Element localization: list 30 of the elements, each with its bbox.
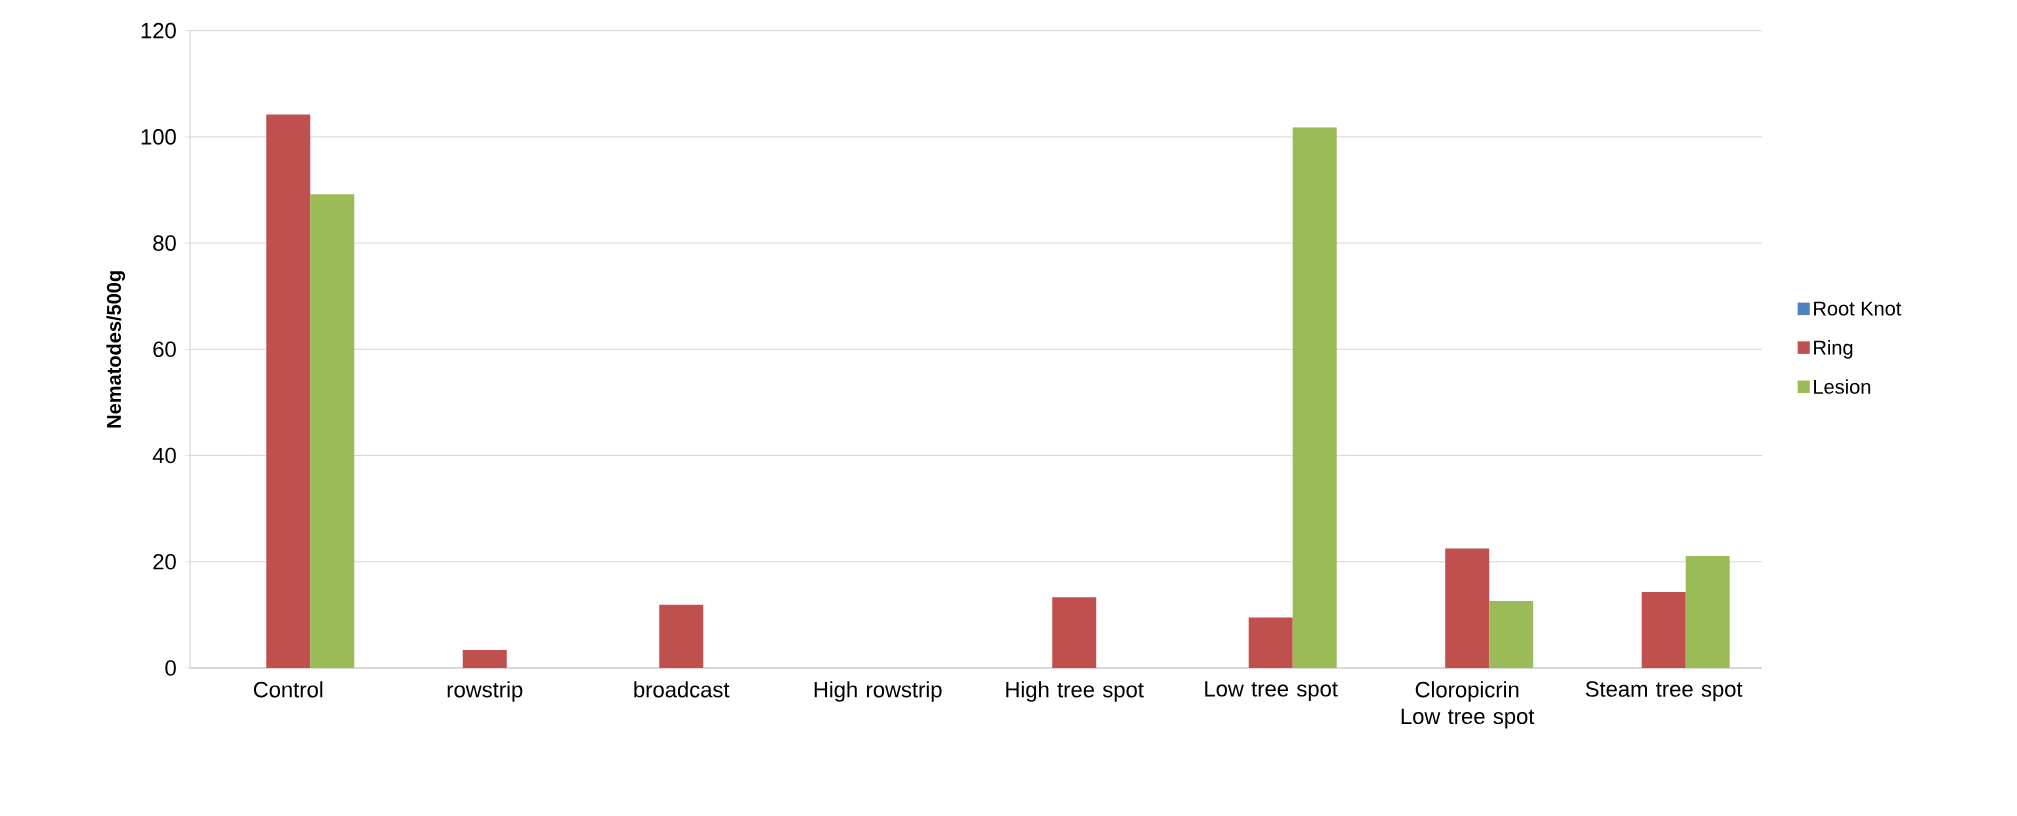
x-tick-label: Low tree spot	[1205, 681, 1338, 701]
bar	[266, 114, 311, 668]
y-tick-label: 120	[141, 22, 176, 39]
bar	[462, 649, 507, 668]
x-tick-label: rowstrip	[447, 681, 523, 702]
x-tick-label: High rowstrip	[814, 681, 942, 702]
x-tick-label: Steam tree spot	[1585, 681, 1743, 702]
bar	[1292, 127, 1337, 668]
y-axis-title: Nematodes/500g	[106, 271, 126, 428]
legend-label: Root Knot	[1814, 301, 1902, 316]
bar	[1685, 555, 1730, 668]
y-tick-label: 60	[153, 341, 176, 358]
bar	[1641, 592, 1686, 668]
x-tick-label: Cloropicrin Low tree spot	[1401, 681, 1535, 729]
x-tick-label: Control	[253, 681, 323, 698]
bar	[659, 604, 704, 668]
bar	[1489, 601, 1534, 668]
x-tick-label: High tree spot	[1006, 681, 1144, 702]
y-tick-label: 100	[141, 129, 176, 145]
bar	[1052, 597, 1097, 668]
bar	[1445, 548, 1490, 668]
legend-label: Lesion	[1814, 379, 1871, 394]
bar	[1248, 617, 1293, 668]
legend-label: Ring	[1814, 340, 1853, 359]
y-tick-label: 20	[153, 553, 176, 570]
y-tick-label: 0	[165, 660, 176, 676]
y-tick-label: 40	[152, 447, 176, 464]
x-tick-label: broadcast	[634, 681, 730, 698]
bar	[310, 194, 355, 668]
y-tick-label: 80	[153, 235, 176, 251]
